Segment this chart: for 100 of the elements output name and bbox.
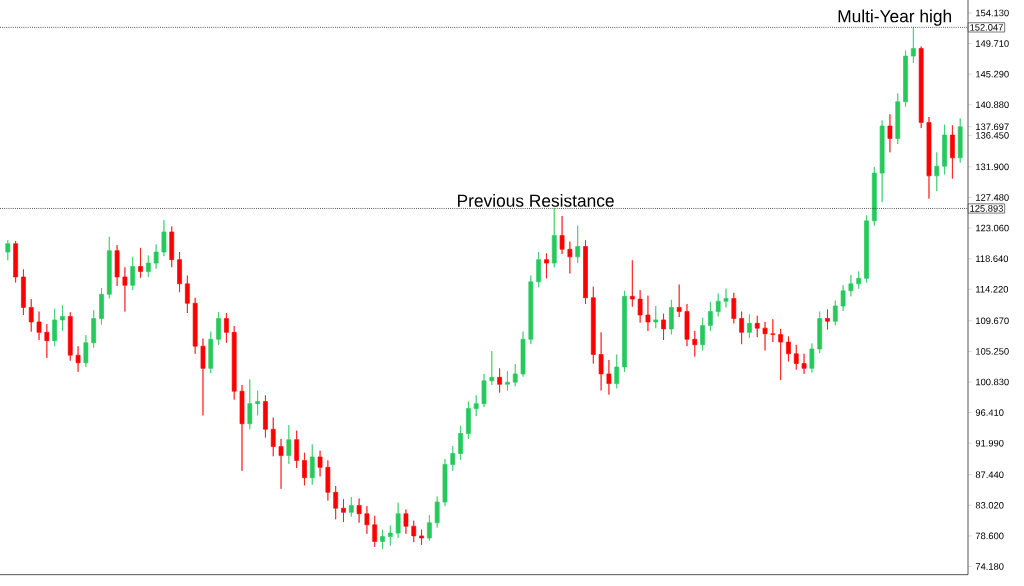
candlestick [614,354,620,389]
candlestick [341,498,346,523]
candlestick [380,529,385,550]
candlestick [333,485,339,520]
annotation: Previous Resistance [458,194,614,207]
candlestick [442,458,448,507]
candlestick [567,241,573,274]
candlestick [419,529,424,546]
candlestick [13,240,18,283]
candlestick [145,255,151,278]
candlestick [505,370,510,391]
y-tick-label: 149.710 [976,40,1009,47]
candlestick [832,300,838,326]
candlestick [637,289,643,323]
candlestick [184,275,190,314]
candlestick [653,305,659,329]
candlestick [825,309,830,330]
candlestick [294,430,300,469]
candlestick [739,311,744,345]
candlestick [840,284,846,312]
candlestick [325,460,331,501]
candlestick [395,502,401,539]
candlestick [786,336,791,362]
candlestick [403,509,409,535]
y-tick-label: 109.670 [976,317,1009,325]
candlestick [848,274,854,297]
candlestick [950,124,955,179]
candlestick [161,219,167,257]
candlestick [364,505,370,535]
y-tick-label: 78.600 [975,532,1004,540]
candlestick [450,445,456,472]
candlestick [481,373,487,408]
candlestick [708,301,713,332]
candlestick [138,247,143,278]
y-tick-label: 123.060 [976,224,1009,232]
candlestick [434,496,440,528]
candlestick [153,244,159,269]
candlestick [700,317,705,351]
y-tick-label: 100.830 [976,378,1009,386]
candlestick [551,208,557,268]
candlestick [668,299,674,335]
candlestick [263,395,268,438]
candlestick [598,332,604,391]
candlestick [879,120,885,203]
candlestick [903,50,908,107]
y-tick-label: 74.180 [975,563,1004,570]
candlestick [895,93,901,145]
candlestick [692,330,698,357]
candlestick [28,298,34,332]
candlestick [942,124,947,175]
y-tick-label: 140.880 [976,101,1009,108]
annotation: Multi-Year high [838,9,952,26]
candlestick [67,311,73,362]
candlestick [458,425,463,461]
candlestick [497,368,502,393]
candlestick [676,284,682,318]
candlestick [723,288,729,308]
candlestick [528,275,534,345]
y-tick-label: 154.130 [976,9,1009,17]
candlestick [817,311,823,354]
candlestick [590,286,596,364]
candlestick [809,343,815,373]
y-tick-label: 105.250 [976,348,1009,355]
y-tick-label: 118.640 [976,255,1009,262]
candlestick [216,311,221,346]
candlestick [629,259,635,308]
y-tick-label: 145.290 [976,70,1009,78]
candlestick [36,311,42,341]
candlestick [52,308,58,347]
y-tick-label: 136.450 [976,132,1009,139]
candlestick [473,395,479,417]
candlestick [247,379,253,430]
y-tick-label: 87.440 [975,471,1004,478]
candlestick [747,314,752,339]
candlestick [231,325,237,400]
candlestick [887,113,893,153]
candlestick [520,331,526,377]
candlestick [606,359,612,395]
candlestick [544,253,549,279]
candlestick [5,239,11,261]
candlestick [770,318,776,343]
y-tick-label: 96.410 [975,409,1004,416]
candlestick [934,151,940,192]
candlestick [559,215,565,255]
ref-line-label: 152.047 [970,24,1003,31]
y-tick-label: 114.220 [976,285,1009,293]
candlestick [918,46,924,129]
candlestick [177,251,182,293]
candlestick [466,401,471,440]
candlestick [208,331,214,374]
candlestick [489,350,495,386]
candlestick [99,287,104,326]
candlestick [715,293,721,317]
candlestick [754,315,760,338]
candlestick [583,239,588,305]
candlestick [44,323,50,359]
candlestick [224,312,229,344]
candlestick [645,295,651,332]
candlestick [926,116,932,200]
candlestick [622,290,627,373]
